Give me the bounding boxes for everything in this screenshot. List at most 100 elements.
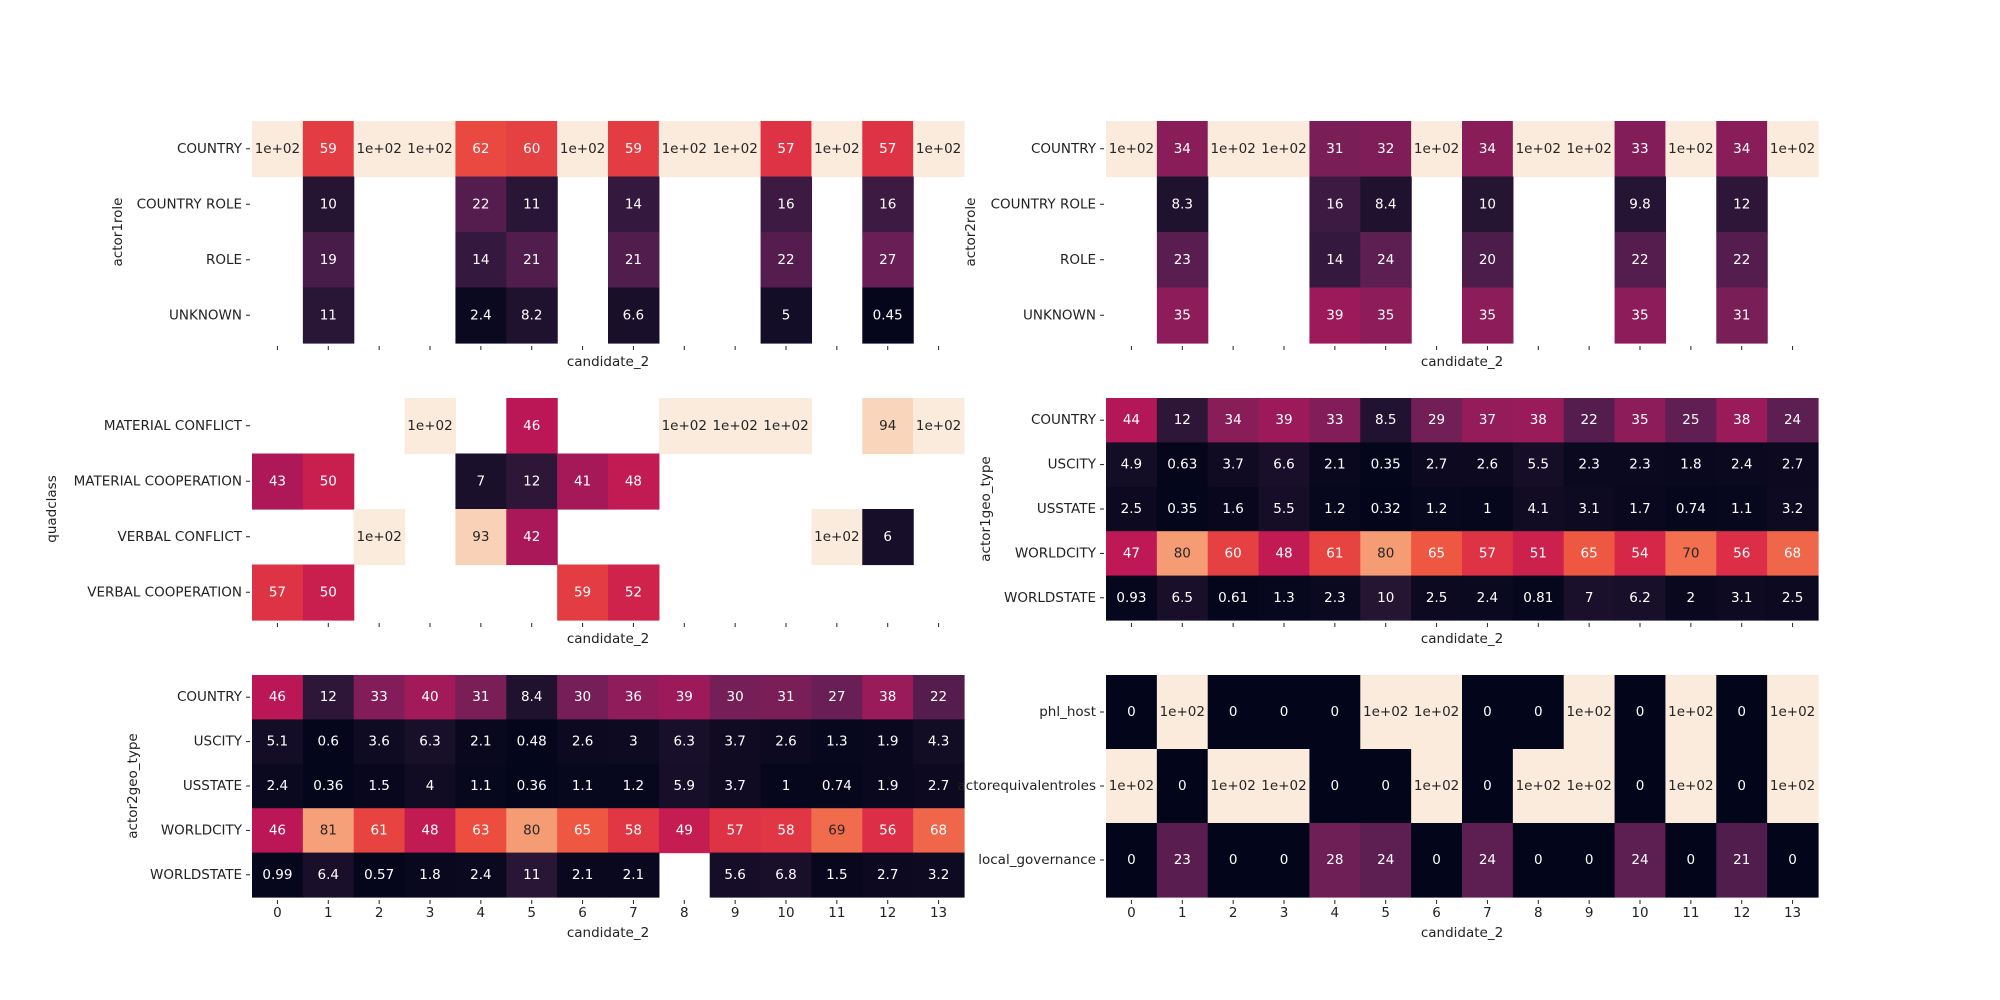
cell-value-label: 1e+02 — [356, 529, 401, 545]
cell-value-label: 1.6 — [1222, 501, 1243, 517]
cell-value-label: 57 — [777, 141, 794, 157]
cell-value-label: 6.6 — [1273, 457, 1294, 473]
heatmap-cell — [608, 808, 660, 854]
heatmap-cell — [404, 719, 457, 765]
heatmap-cell — [1360, 675, 1412, 750]
heatmap-cell — [1563, 823, 1616, 898]
cell-value-label: 1.3 — [826, 734, 847, 750]
y-tick-label: COUNTRY — [177, 141, 243, 157]
cell-value-label: 24 — [1479, 852, 1496, 868]
cell-value-label: 1e+02 — [712, 418, 757, 434]
x-axis-label: candidate_2 — [567, 631, 649, 647]
cell-value-label: 0.93 — [1116, 590, 1146, 606]
y-axis-label: quadclass — [44, 475, 60, 542]
heatmap-cell — [1156, 398, 1209, 443]
cell-value-label: 24 — [1784, 412, 1801, 428]
heatmap-cell — [1360, 176, 1412, 233]
cell-value-label: 65 — [1581, 545, 1598, 561]
cell-value-label: 2.4 — [267, 778, 288, 794]
y-axis-label: actor1geo_type — [978, 456, 994, 561]
cell-value-label: 0 — [1331, 778, 1340, 794]
x-axis-label: candidate_2 — [567, 354, 649, 370]
cell-value-label: 3.7 — [724, 734, 745, 750]
cell-value-label: 12 — [1733, 196, 1750, 212]
cell-value-label: 35 — [1377, 307, 1394, 323]
y-tick-label: local_governance — [978, 852, 1096, 868]
heatmap-cell — [811, 808, 863, 854]
heatmap-cell — [1716, 176, 1768, 233]
heatmap-cell — [353, 763, 406, 809]
heatmap-cell — [913, 121, 965, 178]
cell-value-label: 5 — [782, 307, 791, 323]
cell-value-label: 1e+02 — [916, 141, 961, 157]
heatmap-cell — [1106, 575, 1158, 621]
cell-value-label: 36 — [625, 689, 642, 705]
y-tick-label: UNKNOWN — [169, 307, 242, 323]
heatmap-cell — [252, 121, 304, 178]
heatmap-cell — [455, 232, 507, 289]
cell-value-label: 49 — [676, 822, 693, 838]
heatmap-cell — [455, 719, 507, 765]
heatmap-cell — [1462, 486, 1514, 532]
cell-value-label: 1.9 — [877, 778, 898, 794]
heatmap-cell — [1716, 121, 1768, 178]
cell-value-label: 35 — [1631, 412, 1648, 428]
y-tick-label: MATERIAL COOPERATION — [74, 473, 242, 489]
x-tick-label: 7 — [629, 905, 638, 921]
cell-value-label: 1e+02 — [1566, 141, 1611, 157]
heatmap-cell — [455, 852, 507, 898]
cell-value-label: 0 — [1483, 704, 1492, 720]
heatmap-cell — [1258, 121, 1311, 178]
heatmap-cell — [455, 287, 507, 344]
cell-value-label: 0.48 — [517, 734, 547, 750]
heatmap-cell — [1614, 749, 1667, 824]
cell-value-label: 0 — [1483, 778, 1492, 794]
cell-value-label: 1e+02 — [407, 141, 452, 157]
heatmap-cell — [455, 675, 507, 720]
cell-value-label: 35 — [1174, 307, 1191, 323]
heatmap-cell — [1207, 675, 1260, 750]
heatmap-cell — [1462, 287, 1514, 344]
heatmap-cell — [1258, 575, 1311, 621]
heatmap-panel: 46 12 33 40 31 8.4 30 36 39 30 31 27 38 225.1 0.6 3.6 6.… — [125, 675, 965, 941]
y-tick-label: USCITY — [1048, 457, 1097, 473]
heatmap-cell — [557, 808, 609, 854]
heatmap-cell — [811, 509, 863, 566]
heatmap-cell — [1767, 121, 1819, 178]
cell-value-label: 0 — [1229, 704, 1238, 720]
heatmap-cell — [404, 398, 457, 455]
x-tick-label: 1 — [324, 905, 333, 921]
x-tick-label: 5 — [1381, 905, 1390, 921]
heatmap-cell — [252, 808, 304, 854]
y-tick-label: ROLE — [1060, 252, 1096, 268]
heatmap-cell — [302, 808, 355, 854]
heatmap-cell — [1309, 176, 1361, 233]
heatmap-cell — [1411, 531, 1463, 577]
cell-value-label: 65 — [574, 822, 591, 838]
y-tick-label: UNKNOWN — [1023, 307, 1096, 323]
cell-value-label: 11 — [523, 196, 540, 212]
heatmap-cell — [404, 121, 457, 178]
heatmap-cell — [1614, 575, 1667, 621]
cell-value-label: 1.9 — [877, 734, 898, 750]
heatmap-cell — [1716, 287, 1768, 344]
cell-value-label: 3 — [629, 734, 638, 750]
heatmap-cell — [506, 852, 558, 898]
y-tick-label: COUNTRY — [177, 689, 243, 705]
heatmap-cell — [1106, 398, 1158, 443]
cell-value-label: 0.81 — [1523, 590, 1553, 606]
heatmap-cell — [506, 763, 558, 809]
y-tick-label: COUNTRY — [1031, 141, 1097, 157]
cell-value-label: 33 — [1326, 412, 1343, 428]
heatmap-cell — [1563, 486, 1616, 532]
cell-value-label: 35 — [1479, 307, 1496, 323]
heatmap-cell — [913, 675, 965, 720]
x-tick-label: 11 — [828, 905, 845, 921]
heatmap-cell — [760, 121, 813, 178]
heatmap-cell — [1207, 823, 1260, 898]
heatmap-cell — [1716, 749, 1768, 824]
heatmap-cell — [709, 398, 762, 455]
cell-value-label: 1e+02 — [1770, 141, 1815, 157]
heatmap-cell — [709, 675, 762, 720]
